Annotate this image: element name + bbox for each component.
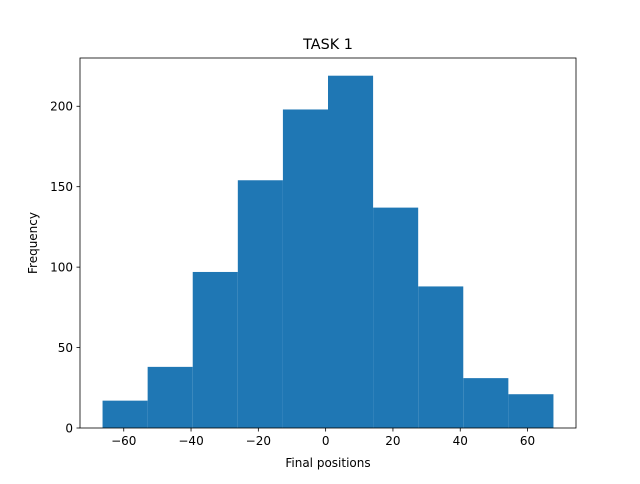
y-tick-label-0: 0 <box>65 421 73 435</box>
x-tick-label-5: 40 <box>453 434 468 448</box>
x-tick-label-0: −60 <box>111 434 136 448</box>
histogram-bar-8 <box>418 286 464 428</box>
y-tick-label-3: 150 <box>50 180 73 194</box>
histogram-bar-3 <box>192 271 238 428</box>
histogram-bar-7 <box>373 207 419 428</box>
x-tick-label-3: 0 <box>322 434 330 448</box>
histogram-bar-1 <box>102 400 148 428</box>
y-ticks-group: 0 50 100 150 200 <box>50 100 80 435</box>
chart-title: TASK 1 <box>302 37 353 53</box>
x-tick-label-6: 60 <box>520 434 535 448</box>
histogram-bar-10 <box>508 394 554 428</box>
histogram-bar-9 <box>463 378 509 428</box>
y-tick-label-2: 100 <box>50 260 73 274</box>
x-ticks-group: −60 −40 −20 0 20 40 60 <box>111 428 535 448</box>
histogram-bar-6 <box>328 75 374 428</box>
x-tick-label-4: 20 <box>385 434 400 448</box>
x-tick-label-1: −40 <box>178 434 203 448</box>
y-tick-label-1: 50 <box>58 341 73 355</box>
histogram-bar-2 <box>147 366 193 428</box>
y-axis-label: Frequency <box>26 212 40 274</box>
bars-group <box>102 75 554 428</box>
y-tick-label-4: 200 <box>50 100 73 114</box>
plot-frame <box>79 57 577 429</box>
histogram-bar-5 <box>282 109 328 428</box>
x-tick-label-2: −20 <box>246 434 271 448</box>
histogram-bar-4 <box>237 180 283 428</box>
x-axis-label: Final positions <box>285 456 370 470</box>
